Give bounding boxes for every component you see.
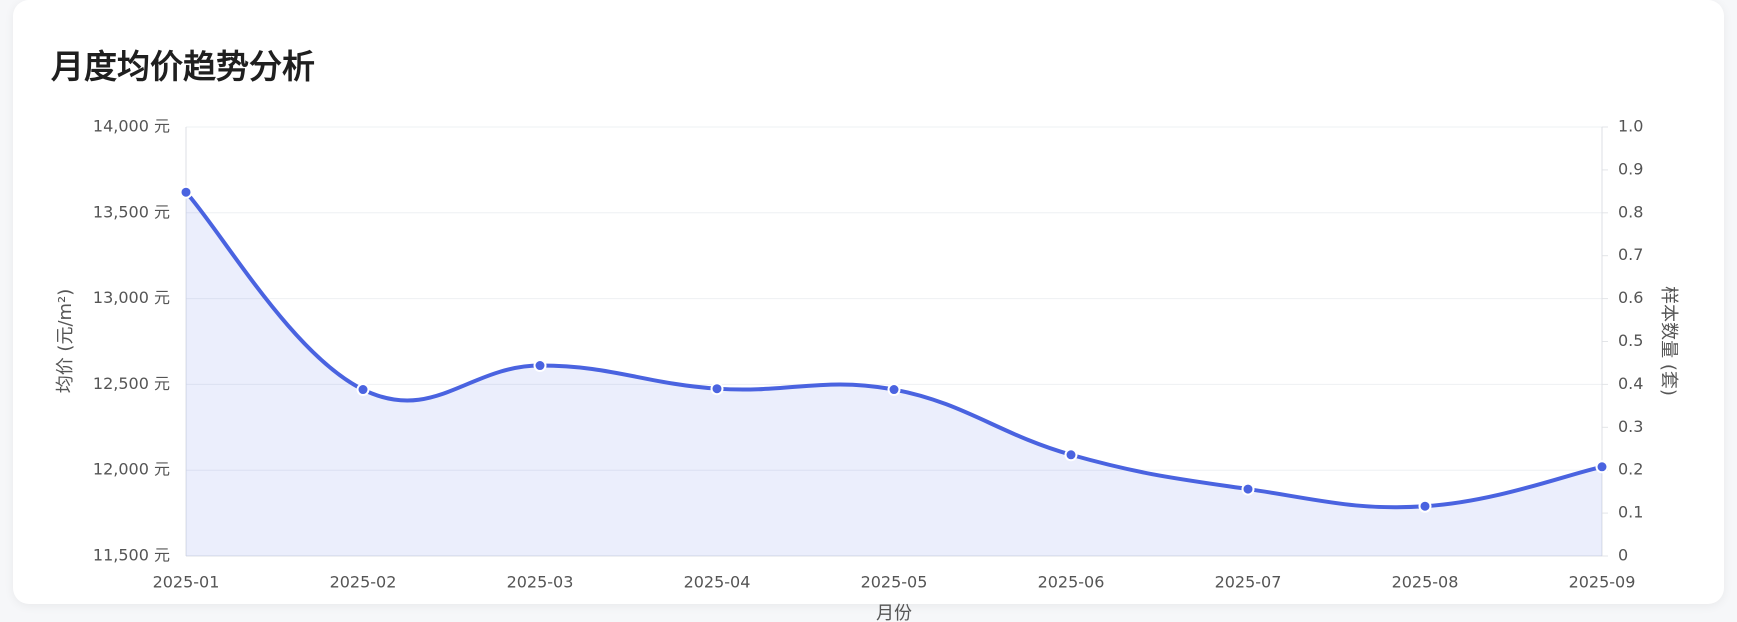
point [356, 383, 370, 397]
point [1418, 499, 1432, 513]
y-tick-label: 11,500 元 [93, 546, 170, 565]
y-tick-label: 13,500 元 [93, 202, 170, 221]
point [1595, 460, 1609, 474]
x-tick-label: 2025-02 [330, 573, 397, 592]
x-tick-label: 2025-04 [684, 573, 751, 592]
x-tick-label: 2025-03 [507, 573, 574, 592]
area [186, 192, 1602, 556]
point [887, 383, 901, 397]
y2-tick-label: 0.1 [1618, 503, 1643, 522]
y2-axis-title: 样本数量 (套) [1658, 286, 1679, 396]
x-tick-label: 2025-08 [1392, 573, 1459, 592]
point [710, 382, 724, 396]
y2-tick-label: 0.8 [1618, 202, 1643, 221]
y2-tick-label: 0 [1618, 546, 1628, 565]
y-tick-label: 13,000 元 [93, 288, 170, 307]
x-tick-label: 2025-06 [1038, 573, 1105, 592]
x-tick-label: 2025-01 [153, 573, 220, 592]
y-tick-label: 14,000 元 [93, 117, 170, 136]
y-axis-title: 均价 (元/m²) [55, 289, 76, 394]
line [184, 190, 1603, 510]
point [533, 359, 547, 373]
y2-tick-label: 0.3 [1618, 417, 1643, 436]
point [1064, 448, 1078, 462]
point [179, 185, 193, 199]
x-tick-label: 2025-09 [1569, 573, 1636, 592]
y2-tick-label: 0.4 [1618, 374, 1643, 393]
y2-tick-label: 0.5 [1618, 331, 1643, 350]
x-tick-label: 2025-05 [861, 573, 928, 592]
x-tick-label: 2025-07 [1215, 573, 1282, 592]
y-tick-label: 12,500 元 [93, 374, 170, 393]
point [1241, 482, 1255, 496]
y2-tick-label: 0.2 [1618, 460, 1643, 479]
y-tick-label: 12,000 元 [93, 460, 170, 479]
card-title: 月度均价趋势分析 [51, 47, 315, 86]
x-axis-title: 月份 [876, 603, 912, 622]
y2-tick-label: 0.6 [1618, 288, 1643, 307]
y2-tick-label: 1.0 [1618, 117, 1643, 136]
y2-tick-label: 0.9 [1618, 159, 1643, 178]
y2-tick-label: 0.7 [1618, 245, 1643, 264]
